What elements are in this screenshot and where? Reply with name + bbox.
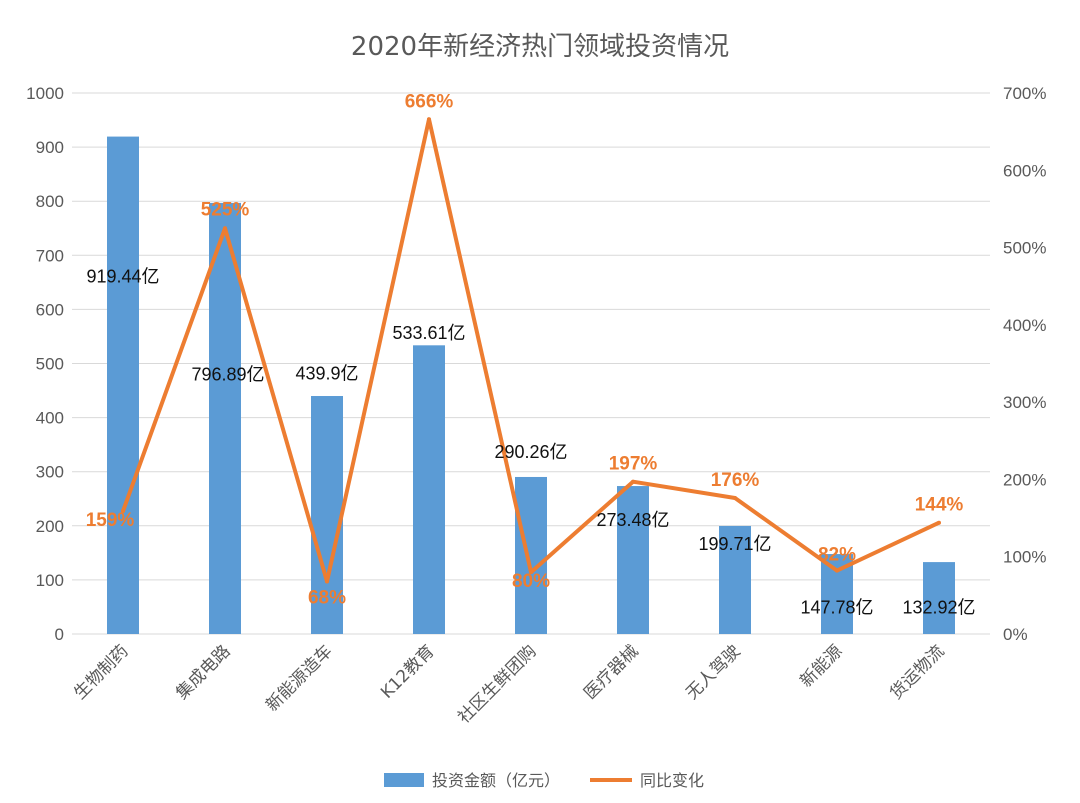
bar (311, 396, 343, 634)
line-point (835, 568, 839, 573)
bar-data-label: 439.9亿 (295, 364, 358, 384)
y-right-tick-label: 600% (1003, 161, 1046, 180)
bar (107, 136, 139, 635)
category-label: 无人驾驶 (682, 641, 744, 703)
bar-data-label: 533.61亿 (392, 323, 465, 343)
line-data-label: 666% (405, 91, 454, 112)
y-right-tick-label: 500% (1003, 239, 1046, 258)
bar (719, 525, 751, 634)
line-point (427, 117, 431, 122)
legend-bar-swatch (384, 773, 424, 787)
y-right-tick-label: 300% (1003, 393, 1046, 412)
bar-data-label: 199.71亿 (698, 534, 771, 554)
category-label: 医疗器械 (580, 641, 642, 703)
y-left-tick-label: 800 (36, 192, 64, 211)
line-point (529, 570, 533, 575)
line-data-label: 159% (86, 510, 135, 531)
y-right-tick-label: 400% (1003, 316, 1046, 335)
line-data-labels: 159% 525% 68% 666% 80% 197% 176% 82% 144% (86, 91, 964, 608)
y-left-tick-label: 1000 (26, 84, 64, 103)
category-label: K12教育 (377, 641, 438, 702)
y-left-tick-label: 0 (55, 625, 64, 644)
legend: 投资金额（亿元） 同比变化 (384, 771, 704, 790)
y-left-tick-label: 700 (36, 246, 64, 265)
chart-title: 2020年新经济热门领域投资情况 (351, 32, 729, 62)
legend-bar-label: 投资金额（亿元） (432, 771, 560, 790)
bar-data-label: 796.89亿 (191, 364, 264, 384)
y-axis-left: 0 100 200 300 400 500 600 700 800 900 1000 (26, 84, 64, 644)
bar-data-label: 147.78亿 (800, 597, 873, 617)
bar-data-label: 290.26亿 (494, 442, 567, 462)
y-left-tick-label: 500 (36, 355, 64, 374)
bar-data-label: 919.44亿 (86, 266, 159, 286)
legend-line-label: 同比变化 (640, 771, 704, 790)
line-series (121, 117, 941, 584)
line-point (325, 579, 329, 584)
y-right-tick-label: 200% (1003, 470, 1046, 489)
y-axis-right: 0% 100% 200% 300% 400% 500% 600% 700% (1003, 84, 1046, 644)
category-label: 社区生鲜团购 (454, 641, 540, 727)
line-data-label: 144% (915, 495, 964, 516)
bar (617, 486, 649, 634)
line-data-label: 68% (308, 587, 346, 608)
line-data-label: 82% (818, 545, 856, 566)
line-point (121, 509, 125, 514)
y-left-tick-label: 600 (36, 300, 64, 319)
bar (413, 345, 445, 634)
category-label: 新能源造车 (262, 641, 336, 715)
x-axis: 生物制药 集成电路 新能源造车 K12教育 社区生鲜团购 医疗器械 无人驾驶 新能源 货运物流 (70, 641, 948, 727)
category-label: 货运物流 (886, 641, 948, 703)
line-data-label: 80% (512, 571, 550, 592)
line-point (631, 479, 635, 484)
bar (209, 202, 241, 634)
category-label: 生物制药 (70, 641, 132, 703)
y-left-tick-label: 900 (36, 138, 64, 157)
line-point (223, 226, 227, 231)
y-right-tick-label: 100% (1003, 548, 1046, 567)
category-label: 集成电路 (172, 641, 234, 703)
line-point (937, 520, 941, 525)
bar (923, 562, 955, 634)
line-point (733, 495, 737, 500)
line-data-label: 197% (609, 454, 658, 475)
y-left-tick-label: 200 (36, 517, 64, 536)
category-label: 新能源 (796, 641, 846, 691)
bar (515, 476, 547, 634)
bar-data-labels: 919.44亿 796.89亿 439.9亿 533.61亿 290.26亿 273.48… (86, 266, 975, 617)
bar-series (107, 136, 955, 635)
bar-data-label: 273.48亿 (596, 510, 669, 530)
line-data-label: 176% (711, 470, 760, 491)
line-data-label: 525% (201, 199, 250, 220)
y-right-tick-label: 700% (1003, 84, 1046, 103)
bar-data-label: 132.92亿 (902, 597, 975, 617)
y-left-tick-label: 300 (36, 463, 64, 482)
y-left-tick-label: 400 (36, 409, 64, 428)
y-left-tick-label: 100 (36, 571, 64, 590)
y-right-tick-label: 0% (1003, 625, 1028, 644)
